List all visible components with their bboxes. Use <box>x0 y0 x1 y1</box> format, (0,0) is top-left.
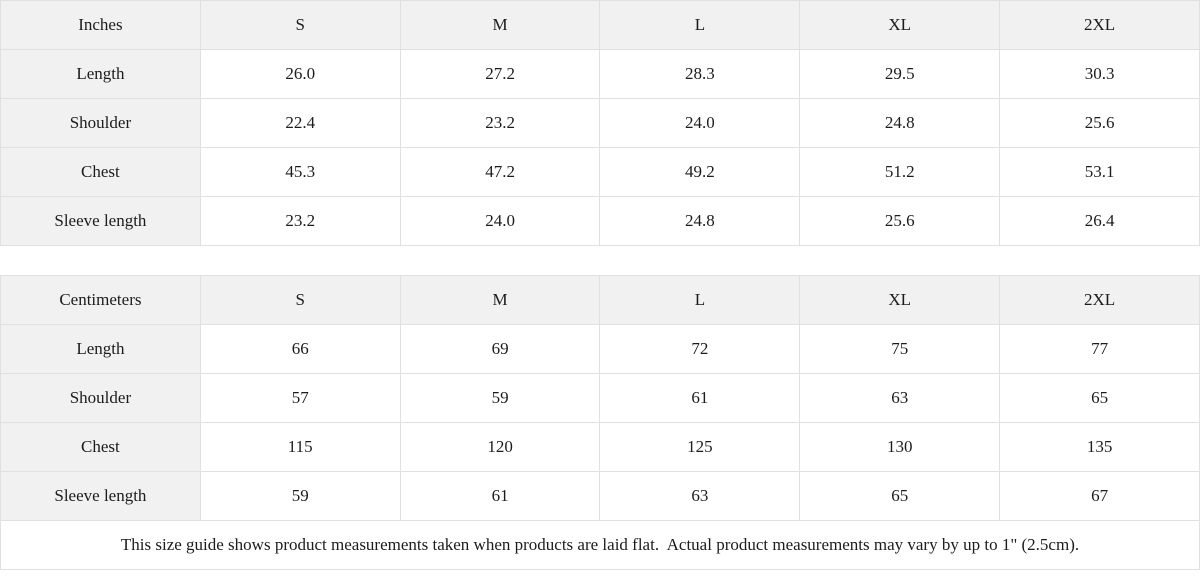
cell-inches-sleeve-s: 23.2 <box>199 196 401 246</box>
cell-inches-chest-s: 45.3 <box>199 147 401 197</box>
table-header-row: Centimeters S M L XL 2XL <box>0 275 1200 325</box>
cell-cm-chest-xl: 130 <box>799 422 1001 472</box>
size-header-2xl: 2XL <box>999 0 1200 50</box>
size-guide-note: This size guide shows product measuremen… <box>0 520 1200 570</box>
cell-inches-length-l: 28.3 <box>599 49 801 99</box>
row-label-sleeve-length: Sleeve length <box>0 196 201 246</box>
cell-inches-shoulder-s: 22.4 <box>199 98 401 148</box>
table-row: Chest 45.3 47.2 49.2 51.2 53.1 <box>0 147 1200 197</box>
table-row: Length 26.0 27.2 28.3 29.5 30.3 <box>0 49 1200 99</box>
table-row: Shoulder 57 59 61 63 65 <box>0 373 1200 423</box>
size-header-s: S <box>199 0 401 50</box>
table-row: Chest 115 120 125 130 135 <box>0 422 1200 472</box>
cell-cm-length-s: 66 <box>199 324 401 374</box>
cell-cm-length-m: 69 <box>399 324 601 374</box>
cell-inches-shoulder-l: 24.0 <box>599 98 801 148</box>
cell-cm-length-xl: 75 <box>799 324 1001 374</box>
row-label-chest: Chest <box>0 422 201 472</box>
cell-cm-sleeve-s: 59 <box>199 471 401 521</box>
cell-cm-sleeve-l: 63 <box>599 471 801 521</box>
cell-inches-chest-xl: 51.2 <box>799 147 1001 197</box>
table-row: Shoulder 22.4 23.2 24.0 24.8 25.6 <box>0 98 1200 148</box>
table-footer-row: This size guide shows product measuremen… <box>0 520 1200 570</box>
cell-cm-sleeve-2xl: 67 <box>999 471 1200 521</box>
centimeters-size-table: Centimeters S M L XL 2XL Length 66 69 72… <box>0 275 1200 570</box>
cell-inches-shoulder-2xl: 25.6 <box>999 98 1200 148</box>
cell-cm-chest-l: 125 <box>599 422 801 472</box>
row-label-length: Length <box>0 49 201 99</box>
size-header-m: M <box>399 275 601 325</box>
cell-cm-length-2xl: 77 <box>999 324 1200 374</box>
cell-inches-sleeve-2xl: 26.4 <box>999 196 1200 246</box>
cell-inches-shoulder-xl: 24.8 <box>799 98 1001 148</box>
table-row: Sleeve length 23.2 24.0 24.8 25.6 26.4 <box>0 196 1200 246</box>
cell-inches-sleeve-l: 24.8 <box>599 196 801 246</box>
cell-cm-length-l: 72 <box>599 324 801 374</box>
unit-header-inches: Inches <box>0 0 201 50</box>
cell-cm-sleeve-m: 61 <box>399 471 601 521</box>
cell-inches-length-xl: 29.5 <box>799 49 1001 99</box>
cell-cm-shoulder-l: 61 <box>599 373 801 423</box>
cell-inches-chest-m: 47.2 <box>399 147 601 197</box>
row-label-shoulder: Shoulder <box>0 98 201 148</box>
table-header-row: Inches S M L XL 2XL <box>0 0 1200 50</box>
row-label-length: Length <box>0 324 201 374</box>
cell-inches-sleeve-xl: 25.6 <box>799 196 1001 246</box>
size-header-2xl: 2XL <box>999 275 1200 325</box>
cell-cm-chest-m: 120 <box>399 422 601 472</box>
cell-inches-length-s: 26.0 <box>199 49 401 99</box>
size-header-xl: XL <box>799 275 1001 325</box>
cell-inches-length-2xl: 30.3 <box>999 49 1200 99</box>
cell-inches-chest-l: 49.2 <box>599 147 801 197</box>
row-label-sleeve-length: Sleeve length <box>0 471 201 521</box>
cell-inches-chest-2xl: 53.1 <box>999 147 1200 197</box>
cell-inches-sleeve-m: 24.0 <box>399 196 601 246</box>
size-header-l: L <box>599 0 801 50</box>
row-label-chest: Chest <box>0 147 201 197</box>
cell-cm-shoulder-2xl: 65 <box>999 373 1200 423</box>
row-label-shoulder: Shoulder <box>0 373 201 423</box>
cell-cm-shoulder-s: 57 <box>199 373 401 423</box>
table-gap <box>0 246 1200 275</box>
table-row: Sleeve length 59 61 63 65 67 <box>0 471 1200 521</box>
cell-cm-sleeve-xl: 65 <box>799 471 1001 521</box>
table-row: Length 66 69 72 75 77 <box>0 324 1200 374</box>
size-header-l: L <box>599 275 801 325</box>
inches-size-table: Inches S M L XL 2XL Length 26.0 27.2 28.… <box>0 0 1200 246</box>
cell-cm-shoulder-xl: 63 <box>799 373 1001 423</box>
size-header-m: M <box>399 0 601 50</box>
size-header-s: S <box>199 275 401 325</box>
cell-cm-shoulder-m: 59 <box>399 373 601 423</box>
size-header-xl: XL <box>799 0 1001 50</box>
cell-inches-length-m: 27.2 <box>399 49 601 99</box>
cell-cm-chest-s: 115 <box>199 422 401 472</box>
unit-header-centimeters: Centimeters <box>0 275 201 325</box>
cell-inches-shoulder-m: 23.2 <box>399 98 601 148</box>
cell-cm-chest-2xl: 135 <box>999 422 1200 472</box>
